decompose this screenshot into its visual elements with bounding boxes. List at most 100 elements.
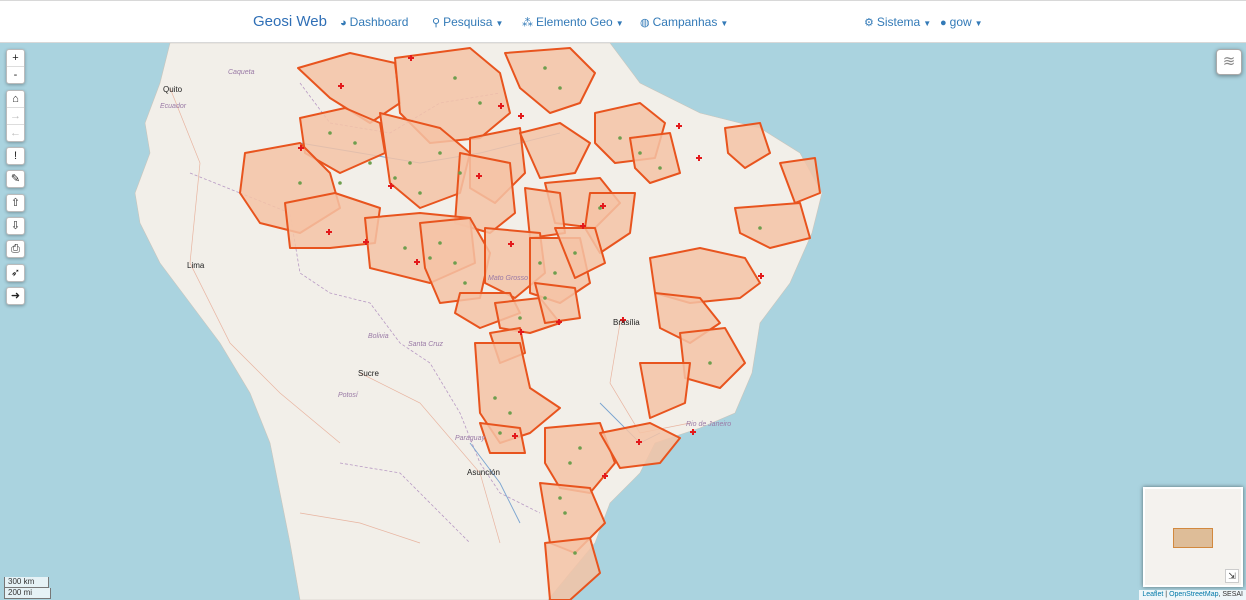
marker-cross-icon xyxy=(602,473,608,479)
marker-cross-icon xyxy=(498,103,504,109)
territory-polygon xyxy=(394,47,511,144)
territory-polygon xyxy=(554,227,606,279)
place-sucre: Sucre xyxy=(358,369,379,378)
globe-icon: ◍ xyxy=(640,17,650,29)
marker-cross-icon xyxy=(388,183,394,189)
info-control: ! xyxy=(6,147,25,165)
marker-cross-icon xyxy=(476,173,482,179)
territory-polygon xyxy=(454,152,516,234)
caret-down-icon: ▼ xyxy=(615,19,624,28)
info-button[interactable]: ! xyxy=(13,150,18,162)
territory-polygon xyxy=(734,202,811,249)
roads xyxy=(169,87,691,544)
locate-control: ➶ xyxy=(6,264,25,282)
territory-polygon xyxy=(629,132,681,184)
marker-cross-icon xyxy=(696,155,702,161)
place-ecuador: Ecuador xyxy=(160,103,187,110)
nav-campanhas-label: Campanhas xyxy=(652,15,718,29)
brand-link[interactable]: Geosi Web xyxy=(253,13,327,30)
layers-button[interactable]: ≋ xyxy=(1216,49,1242,75)
territory-polygon xyxy=(639,362,691,419)
cogs-icon: ⚙ xyxy=(864,17,874,29)
download-button[interactable]: ⇩ xyxy=(10,220,21,232)
place-asuncion: Asunción xyxy=(467,468,500,477)
territory-polygon xyxy=(474,342,561,444)
place-paraguay: Paraguay xyxy=(455,435,485,442)
home-button[interactable]: ⌂ xyxy=(7,91,24,108)
marker-cross-icon xyxy=(600,203,606,209)
marker-cross-icon xyxy=(690,429,696,435)
nav-user[interactable]: ● gow ▼ xyxy=(940,15,983,29)
territory-polygon xyxy=(599,422,681,469)
nav-dashboard[interactable]: ◕ Dashboard xyxy=(340,15,408,29)
place-quito: Quito xyxy=(163,85,183,94)
place-santa-cruz: Santa Cruz xyxy=(408,341,444,348)
minimap[interactable]: ⇲ xyxy=(1143,487,1243,587)
nav-sistema[interactable]: ⚙ Sistema ▼ xyxy=(864,15,931,29)
territory-polygon xyxy=(479,422,526,454)
search-icon: ⚲ xyxy=(432,17,441,29)
marker-cross-icon xyxy=(676,123,682,129)
nav-campanhas[interactable]: ◍ Campanhas ▼ xyxy=(640,15,728,29)
territory-polygon xyxy=(779,157,821,204)
marker-cross-icon xyxy=(508,241,514,247)
zoom-out-button[interactable]: - xyxy=(13,69,18,81)
print-control: ⎙ xyxy=(6,240,25,258)
download-control: ⇩ xyxy=(6,217,25,235)
leaflet-link[interactable]: Leaflet xyxy=(1142,591,1164,598)
zoom-in-button[interactable]: + xyxy=(7,50,24,67)
territory-polygon xyxy=(544,537,601,600)
logout-control: ➜ xyxy=(6,287,25,305)
locate-button[interactable]: ➶ xyxy=(10,267,21,279)
print-button[interactable]: ⎙ xyxy=(11,243,20,255)
attribution-extra: , SESAI xyxy=(1218,591,1243,598)
place-mato-grosso: Mato Grosso xyxy=(488,275,529,282)
map-canvas[interactable]: Quito Ecuador Caqueta Lima Brasília Sucr… xyxy=(0,43,1246,600)
caret-down-icon: ▼ xyxy=(495,19,504,28)
navbar: Geosi Web ◕ Dashboard ⚲ Pesquisa ▼ ⁂ Element… xyxy=(0,0,1246,43)
measure-button[interactable]: ✎ xyxy=(10,173,21,185)
back-button[interactable]: ← xyxy=(10,127,21,139)
nav-dashboard-label: Dashboard xyxy=(349,15,409,29)
territory-polygon xyxy=(519,122,591,179)
minimap-viewport[interactable] xyxy=(1173,528,1213,548)
dashboard-icon: ◕ xyxy=(340,17,347,29)
marker-cross-icon xyxy=(636,439,642,445)
marker-cross-icon xyxy=(326,229,332,235)
marker-cross-icon xyxy=(518,113,524,119)
nav-user-label: gow xyxy=(949,15,972,29)
place-lima: Lima xyxy=(187,261,205,270)
nav-elemento-geo[interactable]: ⁂ Elemento Geo ▼ xyxy=(522,15,624,29)
layers-icon: ≋ xyxy=(1222,53,1236,70)
logout-button[interactable]: ➜ xyxy=(10,290,21,302)
scale-km: 300 km xyxy=(4,577,49,588)
nav-pesquisa-label: Pesquisa xyxy=(443,15,493,29)
marker-cross-icon xyxy=(298,145,304,151)
sample-points xyxy=(298,66,762,555)
territory-polygons xyxy=(239,47,821,600)
caret-down-icon: ▼ xyxy=(974,19,983,28)
nav-sistema-label: Sistema xyxy=(876,15,921,29)
caret-down-icon: ▼ xyxy=(923,19,932,28)
marker-cross-icon xyxy=(338,83,344,89)
upload-button[interactable]: ⇧ xyxy=(10,197,21,209)
upload-control: ⇧ xyxy=(6,194,25,212)
marker-cross-icon xyxy=(620,317,626,323)
history-control: ⌂ → ← xyxy=(6,90,25,142)
nav-elemento-geo-label: Elemento Geo xyxy=(536,15,613,29)
osm-link[interactable]: OpenStreetMap xyxy=(1169,591,1219,598)
marker-cross-icon xyxy=(414,259,420,265)
place-bolivia: Bolivia xyxy=(368,333,389,340)
health-markers xyxy=(298,55,764,479)
scale-mi: 200 mi xyxy=(4,588,51,599)
marker-cross-icon xyxy=(518,329,524,335)
nav-pesquisa[interactable]: ⚲ Pesquisa ▼ xyxy=(432,15,503,29)
cubes-icon: ⁂ xyxy=(522,17,533,29)
territory-polygon xyxy=(504,47,596,114)
territory-polygon xyxy=(534,282,581,324)
marker-cross-icon xyxy=(758,273,764,279)
minimap-toggle-button[interactable]: ⇲ xyxy=(1225,569,1239,583)
place-brasilia: Brasília xyxy=(613,318,640,327)
zoom-control: + - xyxy=(6,49,25,84)
forward-button[interactable]: → xyxy=(7,108,24,125)
